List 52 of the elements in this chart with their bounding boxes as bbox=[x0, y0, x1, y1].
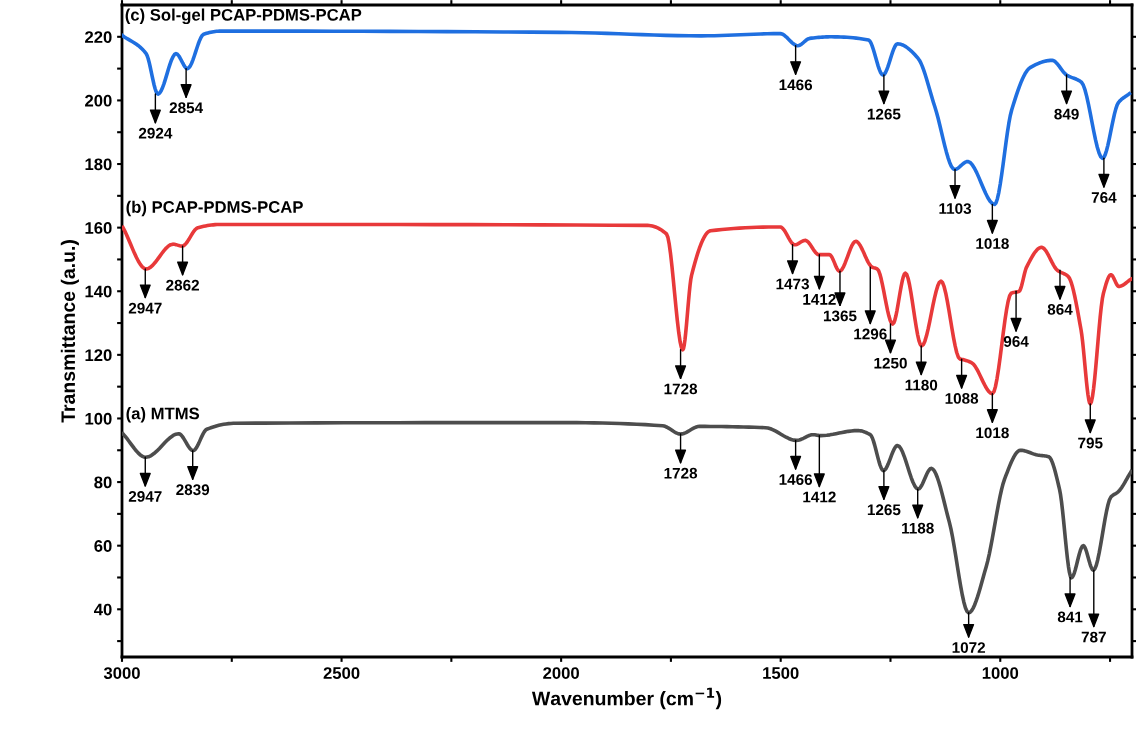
y-tick-label: 40 bbox=[93, 603, 112, 616]
annotation: 1296 bbox=[854, 328, 887, 340]
y-tick-label: 120 bbox=[85, 349, 112, 362]
annotation: 1018 bbox=[976, 238, 1009, 249]
y-tick-label: 220 bbox=[85, 31, 112, 44]
annotation: 1728 bbox=[664, 383, 698, 395]
y-tick-label: 100 bbox=[85, 412, 112, 425]
annotation: 2947 bbox=[128, 302, 162, 314]
annotation: 841 bbox=[1057, 611, 1083, 623]
annotation: 1466 bbox=[779, 79, 813, 91]
annotation: 1728 bbox=[664, 467, 698, 479]
x-tick-label: 2000 bbox=[543, 667, 579, 679]
annotation: 864 bbox=[1047, 303, 1073, 315]
series-label: (a) MTMS bbox=[126, 407, 200, 423]
annotation: 1412 bbox=[803, 293, 836, 305]
annotation: 1265 bbox=[867, 108, 901, 120]
y-tick-label: 200 bbox=[85, 94, 112, 107]
annotation: 1088 bbox=[945, 393, 979, 404]
annotation: 1018 bbox=[976, 427, 1009, 439]
x-tick-label: 3000 bbox=[103, 667, 140, 679]
annotation: 2862 bbox=[166, 279, 199, 291]
series-label: (b) PCAP-PDMS-PCAP bbox=[126, 200, 303, 217]
annotation: 1473 bbox=[776, 278, 809, 290]
annotation: 2839 bbox=[176, 484, 210, 496]
annotation: 2947 bbox=[128, 491, 162, 502]
annotation: 1466 bbox=[779, 474, 813, 485]
annotation: 1072 bbox=[952, 642, 986, 653]
annotation: 849 bbox=[1054, 108, 1079, 120]
annotation: 2854 bbox=[169, 102, 204, 114]
x-tick-label: 1000 bbox=[982, 667, 1019, 679]
annotation: 1103 bbox=[939, 203, 972, 215]
y-tick-label: 60 bbox=[94, 540, 112, 552]
x-tick-label: 1500 bbox=[763, 667, 799, 679]
x-axis-title: Wavenumber (cm$^{−1}$) bbox=[531, 687, 722, 710]
y-tick-label: 80 bbox=[94, 476, 112, 489]
annotation: 764 bbox=[1091, 192, 1117, 203]
annotation: 2924 bbox=[138, 127, 173, 139]
annotation: 787 bbox=[1081, 631, 1106, 643]
annotation: 1365 bbox=[823, 310, 857, 322]
annotation: 795 bbox=[1078, 437, 1103, 449]
annotation: 1265 bbox=[867, 504, 901, 516]
annotation: 1250 bbox=[874, 357, 907, 369]
y-tick-label: 160 bbox=[85, 222, 112, 234]
y-tick-label: 140 bbox=[85, 285, 112, 298]
annotation: 964 bbox=[1003, 336, 1029, 347]
y-tick-label: 180 bbox=[85, 158, 112, 171]
annotation: 1188 bbox=[902, 522, 934, 534]
x-tick-label: 2500 bbox=[323, 667, 360, 679]
annotation: 1180 bbox=[905, 379, 938, 391]
y-axis-title: Transmittance (a.u.) bbox=[60, 240, 79, 423]
annotation: 1412 bbox=[803, 491, 836, 503]
series-label: (c) Sol-gel PCAP-PDMS-PCAP bbox=[125, 8, 362, 25]
